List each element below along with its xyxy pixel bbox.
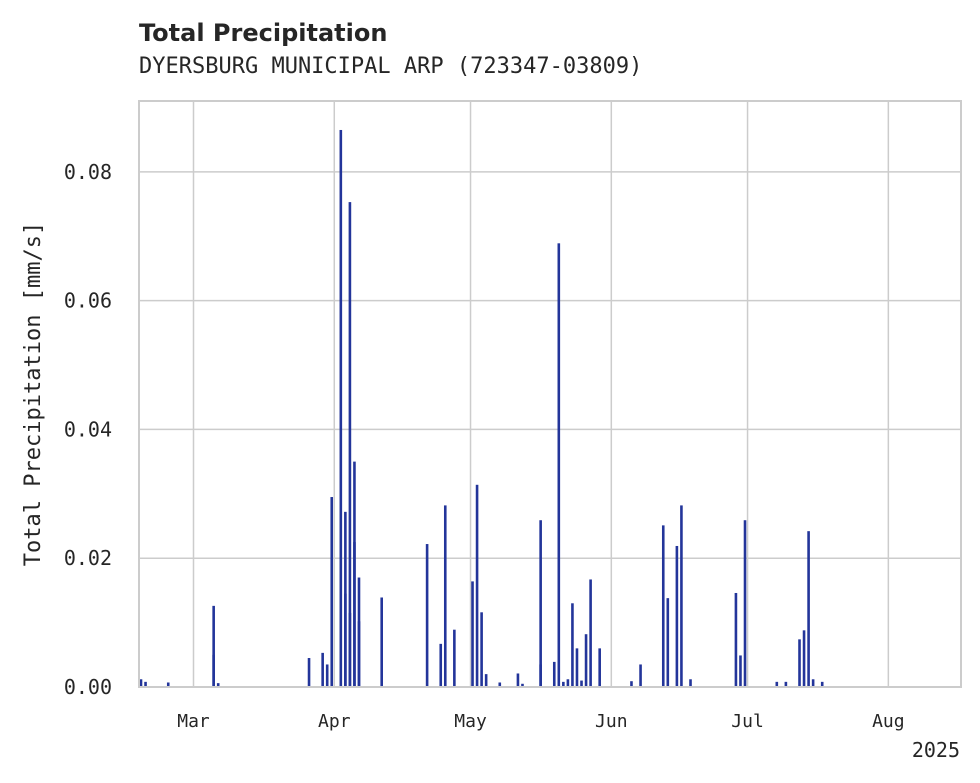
chart-subtitle: DYERSBURG MUNICIPAL ARP (723347-03809)	[139, 54, 642, 79]
x-tick-label: Jul	[731, 711, 764, 732]
precipitation-bar	[484, 674, 488, 687]
precipitation-bar	[598, 648, 601, 687]
precipitation-bar	[589, 579, 592, 687]
precipitation-bar	[680, 505, 683, 687]
x-tick-label: Jun	[595, 711, 628, 732]
precipitation-bar	[166, 682, 170, 687]
precipitation-bar	[639, 664, 642, 687]
plot-frame	[138, 100, 962, 688]
y-axis-ticks: 0.00 0.02 0.04 0.06 0.08	[64, 160, 112, 699]
x-tick-label: May	[454, 711, 487, 732]
grid-lines	[139, 101, 961, 688]
precipitation-bar	[139, 679, 143, 687]
y-tick-label: 0.08	[64, 160, 112, 184]
precipitation-bar	[439, 643, 443, 687]
y-axis-label: Total Precipitation [mm/s]	[21, 222, 46, 566]
y-tick-label: 0.02	[64, 546, 112, 570]
precipitation-bar	[575, 648, 579, 687]
precipitation-bar	[661, 525, 665, 687]
precipitation-bar	[348, 202, 352, 687]
precipitation-bar	[216, 683, 220, 687]
precipitation-bar	[330, 497, 334, 687]
precipitation-bar	[321, 652, 324, 687]
precipitation-bar	[212, 605, 215, 687]
precipitation-bar	[443, 505, 447, 687]
precipitation-bar	[357, 621, 361, 687]
precipitation-bar	[566, 679, 570, 687]
precipitation-bar	[675, 545, 679, 687]
precipitation-bar	[802, 630, 806, 687]
x-tick-label: Apr	[318, 711, 351, 732]
y-tick-label: 0.00	[64, 675, 112, 699]
precipitation-bar	[521, 683, 524, 687]
precipitation-bar	[475, 484, 479, 687]
precipitation-bar	[557, 243, 561, 688]
precipitation-bar	[630, 681, 633, 687]
precipitation-bar	[820, 681, 824, 687]
precipitation-bar	[516, 673, 520, 687]
precipitation-bar	[471, 581, 474, 687]
precipitation-bar	[380, 597, 383, 687]
precipitation-bar	[552, 661, 556, 687]
precipitation-bar	[811, 679, 815, 687]
y-tick-label: 0.04	[64, 417, 112, 441]
precipitation-bar	[144, 681, 147, 687]
precipitation-bar	[562, 681, 565, 687]
precipitation-bar	[739, 655, 742, 687]
precipitation-bar	[480, 612, 483, 687]
precipitation-bar	[353, 542, 356, 687]
x-axis-ticks: Mar Apr May Jun Jul Aug	[177, 711, 904, 732]
precipitation-bar	[339, 129, 343, 687]
precipitation-bar	[775, 681, 779, 687]
x-tick-label: Aug	[872, 711, 905, 732]
precipitation-bar	[689, 679, 692, 687]
precipitation-bar	[453, 629, 456, 687]
precipitation-bar	[580, 680, 583, 687]
precipitation-bar	[798, 639, 801, 687]
chart-title: Total Precipitation	[139, 19, 387, 47]
x-tick-label: Mar	[177, 711, 210, 732]
precipitation-bar	[734, 592, 738, 687]
precipitation-bar	[666, 598, 670, 687]
precipitation-bar	[307, 658, 311, 687]
precipitation-bar	[325, 664, 329, 687]
precipitation-bar	[743, 520, 747, 687]
precipitation-bar	[784, 681, 788, 687]
y-tick-label: 0.06	[64, 289, 112, 313]
x-axis-year-label: 2025	[912, 738, 960, 762]
precipitation-bar	[498, 682, 502, 687]
precipitation-bar	[344, 511, 347, 687]
precipitation-bar	[425, 544, 429, 687]
precipitation-bar	[539, 520, 542, 687]
bar-series	[139, 129, 824, 688]
precipitation-bar	[807, 531, 810, 687]
precipitation-bar	[571, 603, 574, 687]
precipitation-bar	[584, 634, 588, 687]
